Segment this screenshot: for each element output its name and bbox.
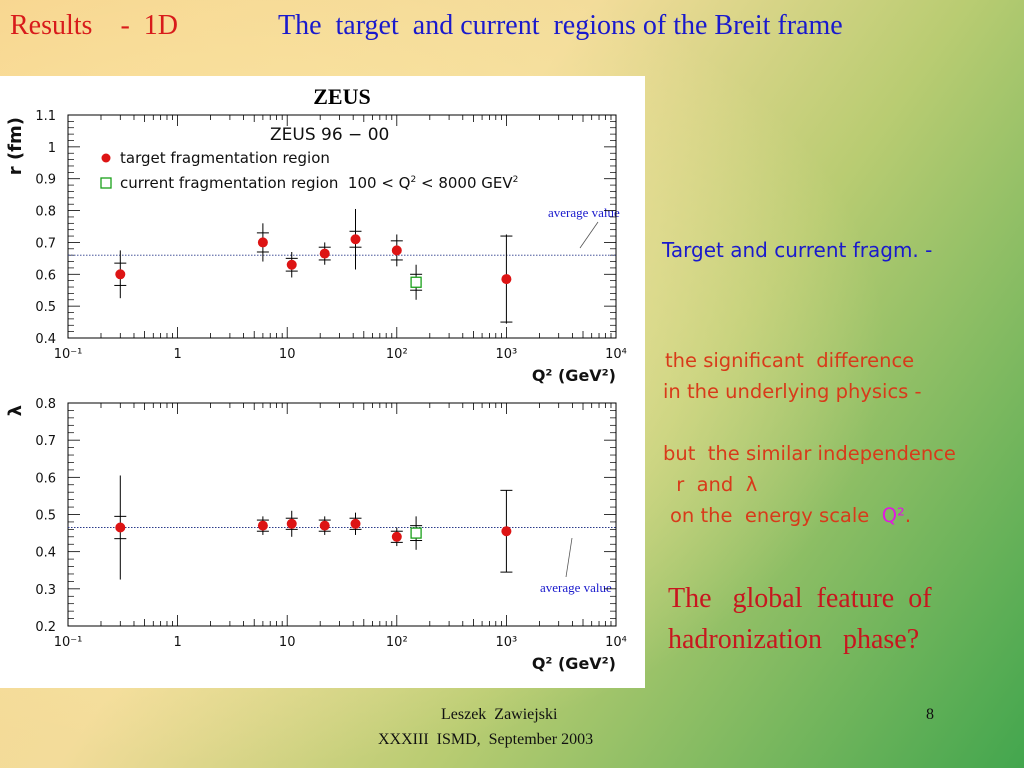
r-target-point (257, 237, 268, 248)
lambda-x-axis-label: Q² (GeV²) (532, 654, 616, 673)
legend-current-marker (100, 177, 112, 189)
lambda-y-tick-label: 0.2 (35, 620, 56, 635)
lambda-target-point (350, 518, 361, 529)
page-number: 8 (926, 706, 934, 723)
lambda-y-tick-label: 0.8 (35, 397, 56, 412)
legend-target-label: target fragmentation region (120, 149, 330, 167)
similarity-line-1: but the similar independence (663, 442, 956, 465)
similarity-line-3: on the energy scale Q². (670, 504, 911, 527)
legend-current-sup2: 2 (513, 175, 519, 185)
lambda-x-tick-label: 10 (279, 635, 296, 650)
r-target-point (319, 248, 330, 259)
legend-current-sup1: 2 (410, 175, 416, 185)
r-target-point (286, 259, 297, 270)
r-y-tick-label: 0.5 (35, 300, 56, 315)
r-x-tick-label: 10³ (496, 347, 518, 362)
r-y-tick-label: 0.8 (35, 205, 56, 220)
lambda-x-tick-label: 10⁴ (605, 635, 627, 650)
lambda-y-tick-label: 0.7 (35, 434, 56, 449)
lambda-y-axis-label: λ (5, 405, 26, 416)
legend-target-marker (101, 153, 111, 163)
feature-question-line-1: The global feature of (668, 583, 932, 614)
lambda-plot-frame (67, 402, 617, 627)
difference-line-1: the significant difference (665, 349, 915, 372)
lambda-target-point (115, 522, 126, 533)
r-target-point (115, 269, 126, 280)
lambda-target-point (257, 520, 268, 531)
slide-title-left: Results - 1D (10, 10, 178, 41)
feature-question-line-2: hadronization phase? (668, 624, 920, 655)
r-x-tick-label: 10⁻¹ (54, 347, 83, 362)
legend-current-label: current fragmentation region 100 < Q2 < … (120, 174, 518, 192)
average-pointer-bottom (565, 537, 573, 578)
lambda-y-tick-label: 0.4 (35, 546, 56, 561)
lambda-x-tick-label: 10⁻¹ (54, 635, 83, 650)
similarity-line-3-text: on the energy scale (670, 504, 882, 527)
lambda-panel: average value 10⁻¹ 1 10 10² 10³ 10⁴ Q² (GeV²) 0… (5, 397, 627, 673)
r-y-tick-label: 0.9 (35, 173, 56, 188)
lambda-current-point (410, 527, 422, 539)
r-y-tick-label: 0.4 (35, 332, 56, 347)
r-y-axis-label: r (fm) (5, 117, 26, 175)
r-x-tick-label: 10² (386, 347, 408, 362)
r-x-tick-label: 1 (173, 347, 181, 362)
zeus-figure: ZEUS ZEUS 96 − 00 target fragmentation r… (0, 76, 645, 688)
lambda-y-tick-label: 0.3 (35, 583, 56, 598)
lambda-target-point (319, 520, 330, 531)
lambda-target-point (501, 526, 512, 537)
r-target-point (391, 245, 402, 256)
similarity-line-2: r and λ (670, 473, 758, 496)
r-panel: ZEUS 96 − 00 target fragmentation region… (5, 109, 627, 385)
lambda-x-tick-label: 1 (173, 635, 181, 650)
footer-author: Leszek Zawiejski (441, 706, 558, 723)
slide-title: Results - 1D The target and current regi… (10, 10, 843, 42)
figure-canvas: ZEUS ZEUS 96 − 00 target fragmentation r… (5, 84, 627, 673)
r-target-point (350, 234, 361, 245)
side-title: Target and current fragm. - (662, 238, 933, 262)
r-y-tick-label: 1.1 (35, 109, 56, 124)
q2-highlight: Q² (881, 504, 905, 527)
legend-current-post: < 8000 GEV (416, 174, 513, 192)
r-x-tick-label: 10 (279, 347, 296, 362)
difference-line-2: in the underlying physics - (663, 380, 922, 403)
zeus-inner-label: ZEUS 96 − 00 (270, 125, 389, 145)
legend-current-pre: current fragmentation region 100 < Q (120, 174, 410, 192)
r-y-tick-label: 0.6 (35, 268, 56, 283)
r-target-point (501, 274, 512, 285)
r-plot-frame (67, 114, 617, 339)
footer-conference: XXXIII ISMD, September 2003 (378, 731, 594, 748)
average-pointer-top (579, 221, 599, 249)
lambda-target-point (391, 531, 402, 542)
average-value-label-bottom: average value (540, 580, 612, 595)
lambda-x-tick-label: 10³ (496, 635, 518, 650)
figure-header: ZEUS (313, 84, 370, 109)
slide-title-right: The target and current regions of the Br… (278, 10, 843, 41)
r-y-tick-label: 0.7 (35, 236, 56, 251)
lambda-y-tick-label: 0.5 (35, 509, 56, 524)
r-y-tick-label: 1 (48, 141, 56, 156)
average-value-label-top: average value (548, 205, 620, 220)
r-x-tick-label: 10⁴ (605, 347, 627, 362)
similarity-line-3-end: . (904, 504, 912, 527)
lambda-y-tick-label: 0.6 (35, 471, 56, 486)
lambda-target-point (286, 518, 297, 529)
r-x-axis-label: Q² (GeV²) (532, 366, 616, 385)
r-current-point (410, 276, 422, 288)
lambda-x-tick-label: 10² (386, 635, 408, 650)
